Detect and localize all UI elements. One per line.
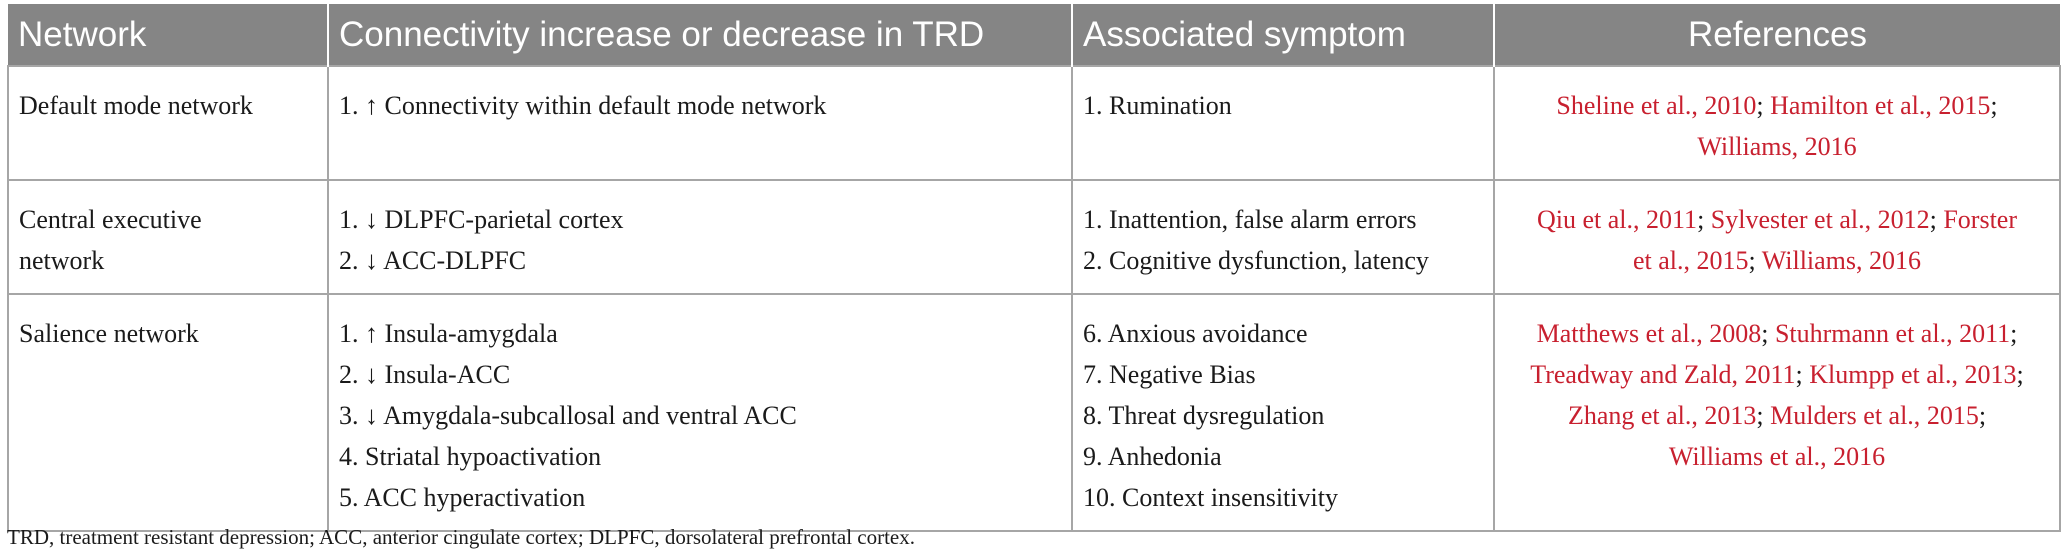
connectivity-item: 3. ↓ Amygdala-subcallosal and ventral AC… (339, 401, 797, 430)
reference-author-link[interactable]: Sylvester et al., (1710, 205, 1872, 234)
table-row: Central executive network 1. ↓ DLPFC-parie… (7, 179, 2061, 295)
references-cell: Sheline et al., 2010; Hamilton et al., 2… (1493, 65, 2061, 181)
reference-year-link[interactable]: 2011 (1959, 319, 2011, 348)
header-connectivity: Connectivity increase or decrease in TRD (327, 4, 1072, 66)
reference-author-link[interactable]: Klumpp et al., (1809, 360, 1959, 389)
reference-line: Zhang et al., 2013; Mulders et al., 2015… (1505, 395, 2049, 436)
reference-line: Sheline et al., 2010; Hamilton et al., 2… (1505, 85, 2049, 126)
reference-author-link[interactable]: Forster (1943, 205, 2017, 234)
header-network: Network (8, 4, 328, 66)
connectivity-item: 2. ↓ ACC-DLPFC (339, 246, 527, 275)
symptom-item: 9. Anhedonia (1083, 442, 1222, 471)
reference-line: Williams et al., 2016 (1505, 436, 2049, 477)
reference-author-link[interactable]: Williams, (1761, 246, 1863, 275)
reference-line: et al., 2015; Williams, 2016 (1505, 240, 2049, 281)
reference-separator: ; (1697, 205, 1705, 234)
reference-year-link[interactable]: 2015 (1696, 246, 1749, 275)
reference-author-link[interactable]: Zhang et al., (1567, 401, 1698, 430)
reference-author-link[interactable]: et al., (1632, 246, 1690, 275)
symptom-item: 2. Cognitive dysfunction, latency (1083, 246, 1429, 275)
reference-author-link[interactable]: Williams, (1697, 132, 1799, 161)
reference-separator: ; (1756, 401, 1764, 430)
reference-line: Williams, 2016 (1505, 126, 2049, 167)
reference-year-link[interactable]: 2016 (1869, 246, 1922, 275)
reference-separator: ; (1929, 205, 1937, 234)
reference-line: Matthews et al., 2008; Stuhrmann et al.,… (1505, 313, 2049, 354)
reference-year-link[interactable]: 2016 (1833, 442, 1886, 471)
symptom-item: 1. Rumination (1083, 91, 1232, 120)
network-name-line: network (19, 246, 105, 275)
reference-author-link[interactable]: Sheline et al., (1556, 91, 1698, 120)
symptom-item: 6. Anxious avoidance (1083, 319, 1308, 348)
reference-line: Treadway and Zald, 2011; Klumpp et al., … (1505, 354, 2049, 395)
connectivity-item: 1. ↓ DLPFC-parietal cortex (339, 205, 624, 234)
reference-author-link[interactable]: Matthews et al., (1536, 319, 1703, 348)
header-row: Network Connectivity increase or decreas… (8, 4, 2060, 66)
reference-year-link[interactable]: 2016 (1804, 132, 1857, 161)
reference-year-link[interactable]: 2008 (1709, 319, 1762, 348)
table-footnote: TRD, treatment resistant depression; ACC… (7, 525, 916, 549)
references-cell: Qiu et al., 2011; Sylvester et al., 2012… (1493, 179, 2061, 295)
header-references: References (1493, 4, 2060, 66)
reference-author-link[interactable]: Stuhrmann et al., (1774, 319, 1953, 348)
table-row: Salience network 1. ↑ Insula-amygdala 2. ↓… (7, 293, 2061, 532)
reference-year-link[interactable]: 2012 (1877, 205, 1930, 234)
connectivity-item: 4. Striatal hypoactivation (339, 442, 602, 471)
references-cell: Matthews et al., 2008; Stuhrmann et al.,… (1493, 293, 2061, 532)
network-cell: Default mode network (7, 65, 329, 181)
reference-line: Qiu et al., 2011; Sylvester et al., 2012… (1505, 199, 2049, 240)
reference-separator: ; (2010, 319, 2018, 348)
connectivity-item: 1. ↑ Connectivity within default mode ne… (339, 91, 827, 120)
reference-separator: ; (1748, 246, 1756, 275)
reference-year-link[interactable]: 2011 (1646, 205, 1698, 234)
reference-separator: ; (1978, 401, 1987, 430)
reference-year-link[interactable]: 2011 (1744, 360, 1796, 389)
reference-separator: ; (1756, 91, 1764, 120)
network-name-line: Salience network (19, 319, 199, 348)
connectivity-item: 1. ↑ Insula-amygdala (339, 319, 558, 348)
connectivity-item: 2. ↓ Insula-ACC (339, 360, 511, 389)
connectivity-item: 5. ACC hyperactivation (339, 483, 586, 512)
network-name-line: Central executive (19, 205, 202, 234)
connectivity-cell: 1. ↓ DLPFC-parietal cortex 2. ↓ ACC-DLPFC (327, 179, 1073, 295)
symptom-item: 10. Context insensitivity (1083, 483, 1338, 512)
symptom-item: 7. Negative Bias (1083, 360, 1256, 389)
reference-separator: ; (1990, 91, 1998, 120)
connectivity-cell: 1. ↑ Connectivity within default mode ne… (327, 65, 1073, 181)
symptom-cell: 6. Anxious avoidance 7. Negative Bias 8. T… (1071, 293, 1495, 532)
reference-author-link[interactable]: Mulders et al., (1770, 401, 1921, 430)
reference-year-link[interactable]: 2010 (1704, 91, 1757, 120)
network-name-line: Default mode network (19, 91, 253, 120)
reference-author-link[interactable]: Hamilton et al., (1770, 91, 1932, 120)
reference-year-link[interactable]: 2013 (1964, 360, 2017, 389)
table-container: Network Connectivity increase or decreas… (7, 4, 2061, 532)
network-table: Network Connectivity increase or decreas… (7, 4, 2061, 532)
symptom-cell: 1. Rumination (1071, 65, 1495, 181)
network-cell: Central executive network (7, 179, 329, 295)
table-row: Default mode network 1. ↑ Connectivity wi… (7, 65, 2061, 181)
connectivity-cell: 1. ↑ Insula-amygdala 2. ↓ Insula-ACC 3. ↓ … (327, 293, 1073, 532)
reference-author-link[interactable]: Qiu et al., (1536, 205, 1640, 234)
symptom-cell: 1. Inattention, false alarm errors 2. Cog… (1071, 179, 1495, 295)
symptom-item: 1. Inattention, false alarm errors (1083, 205, 1417, 234)
reference-year-link[interactable]: 2015 (1938, 91, 1991, 120)
reference-author-link[interactable]: Treadway and Zald, (1530, 360, 1738, 389)
network-cell: Salience network (7, 293, 329, 532)
reference-separator: ; (1761, 319, 1769, 348)
reference-separator: ; (1795, 360, 1803, 389)
header-symptom: Associated symptom (1071, 4, 1494, 66)
reference-separator: ; (2016, 360, 2024, 389)
reference-author-link[interactable]: Williams et al., (1668, 442, 1827, 471)
reference-year-link[interactable]: 2013 (1704, 401, 1757, 430)
reference-year-link[interactable]: 2015 (1926, 401, 1979, 430)
symptom-item: 8. Threat dysregulation (1083, 401, 1325, 430)
